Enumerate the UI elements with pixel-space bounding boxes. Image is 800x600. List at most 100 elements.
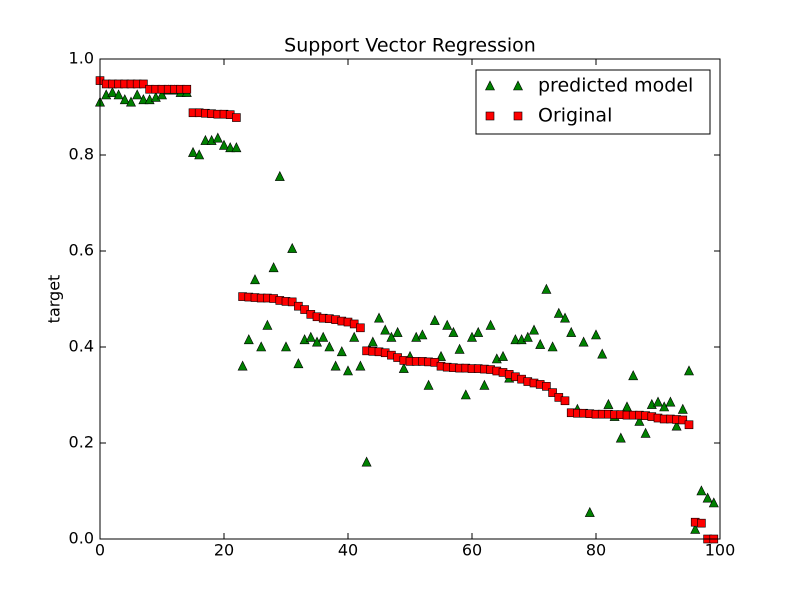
x-tick-label: 20 [214, 541, 234, 560]
data-point [697, 518, 706, 528]
legend-marker [513, 111, 523, 121]
y-tick-label: 0.8 [69, 145, 94, 164]
data-point [479, 379, 490, 390]
data-point [547, 341, 558, 352]
data-point [250, 274, 260, 285]
data-point [498, 350, 508, 361]
data-point [336, 346, 347, 357]
data-point [684, 420, 694, 430]
data-point [510, 334, 521, 345]
data-point [138, 94, 149, 105]
data-point [312, 336, 322, 347]
data-point [578, 336, 589, 347]
data-point [107, 86, 118, 97]
data-point [702, 492, 713, 503]
data-point [553, 307, 564, 318]
legend-marker [513, 80, 523, 91]
data-point [281, 341, 291, 352]
y-tick-label: 0.0 [69, 529, 94, 548]
data-point [548, 388, 557, 397]
data-point [305, 331, 316, 342]
data-point [225, 142, 236, 153]
data-point [194, 149, 205, 160]
data-point [343, 365, 353, 376]
data-point [628, 370, 639, 381]
data-point [256, 341, 267, 352]
data-point [392, 326, 403, 337]
x-tick-label: 0 [95, 541, 105, 560]
data-point [429, 314, 440, 325]
data-point [671, 420, 682, 431]
data-point [324, 341, 335, 352]
x-tick-label: 100 [705, 541, 736, 560]
data-point [677, 403, 688, 414]
legend-label: predicted model [538, 75, 693, 97]
data-point [119, 94, 130, 105]
data-point [126, 96, 136, 107]
data-point [367, 336, 378, 347]
data-point [318, 331, 329, 342]
legend-marker [485, 80, 495, 91]
data-point [653, 396, 663, 407]
data-point [529, 324, 539, 335]
data-point [293, 358, 304, 369]
data-point [566, 326, 577, 337]
legend-marker [485, 111, 495, 121]
data-point [678, 415, 688, 425]
data-point [113, 89, 124, 100]
data-point [522, 331, 533, 342]
data-point [355, 360, 366, 371]
data-point [243, 334, 254, 345]
data-point [423, 379, 434, 390]
data-point [300, 305, 309, 314]
data-point [268, 262, 279, 273]
data-point [622, 401, 632, 412]
data-point [696, 485, 707, 496]
x-tick-label: 60 [462, 541, 482, 560]
data-point [200, 134, 211, 145]
data-point [219, 139, 229, 150]
y-tick-label: 0.6 [69, 241, 94, 260]
data-point [361, 456, 372, 467]
data-point [541, 283, 552, 294]
data-point [349, 331, 360, 342]
x-tick-label: 80 [586, 541, 606, 560]
data-point [473, 326, 484, 337]
data-point [485, 319, 496, 330]
data-point [460, 389, 471, 400]
data-point [330, 360, 341, 371]
data-point [356, 323, 365, 333]
data-point [684, 365, 694, 376]
data-point [274, 170, 285, 181]
y-axis-label: target [45, 275, 64, 324]
data-point [634, 415, 645, 426]
data-point [287, 242, 298, 253]
data-point [560, 396, 570, 406]
data-point [212, 132, 223, 143]
data-point [380, 324, 391, 335]
data-point [182, 84, 192, 94]
plot-frame [99, 58, 721, 540]
legend-box [475, 69, 711, 135]
data-point [188, 146, 198, 157]
data-point [665, 396, 676, 407]
data-point [640, 427, 651, 438]
data-point [262, 319, 273, 330]
data-point [448, 326, 459, 337]
data-point [615, 432, 626, 443]
data-point [584, 506, 595, 517]
data-point [542, 382, 551, 391]
data-point [287, 297, 297, 307]
data-point [535, 338, 546, 349]
data-point [374, 312, 384, 323]
data-point [708, 497, 719, 508]
data-point [442, 319, 453, 330]
data-point [690, 523, 701, 534]
data-point [231, 142, 242, 153]
y-tick-label: 0.2 [69, 433, 94, 452]
data-point [132, 89, 143, 100]
legend-label: Original [538, 105, 612, 127]
data-point [232, 113, 241, 122]
data-point [139, 79, 148, 89]
